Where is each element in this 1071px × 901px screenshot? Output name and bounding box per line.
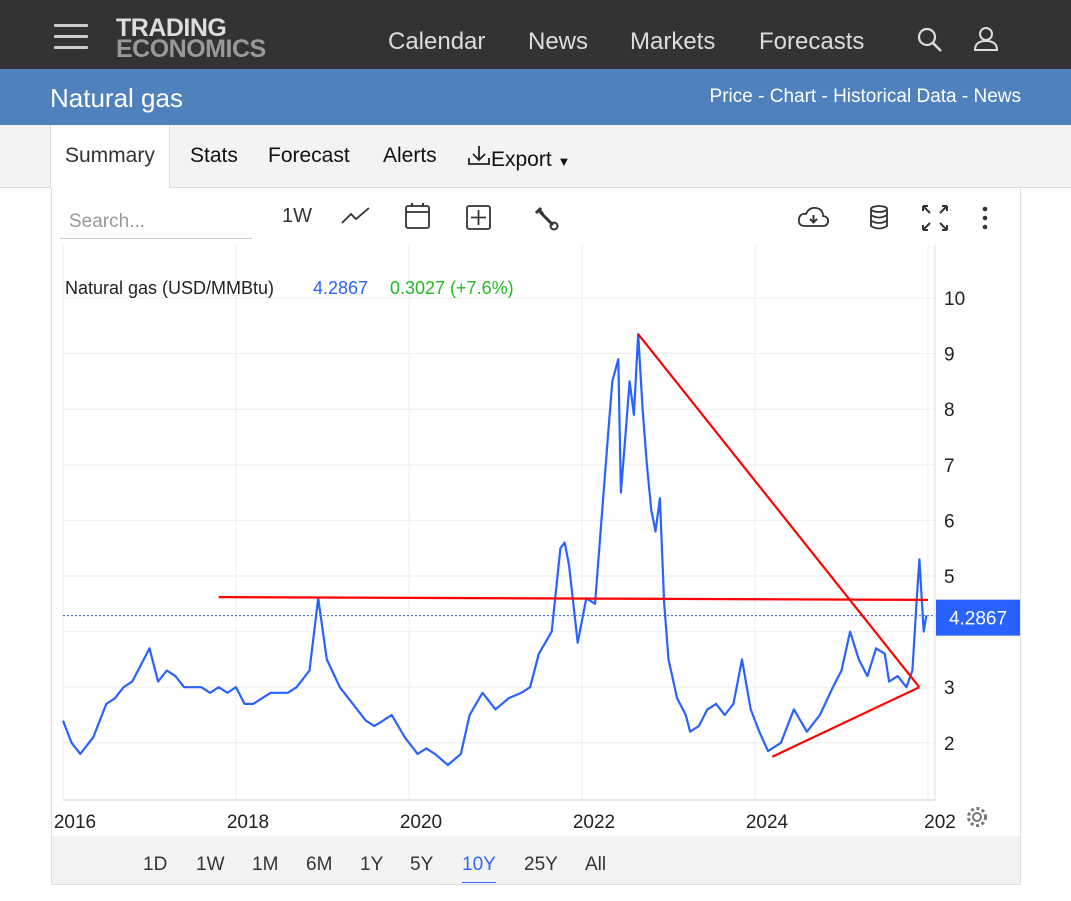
more-options-icon[interactable]	[978, 205, 992, 231]
range-6m[interactable]: 6M	[306, 854, 333, 875]
x-tick-label: 2022	[573, 812, 615, 833]
y-tick-label: 6	[944, 511, 955, 532]
range-1w[interactable]: 1W	[196, 854, 225, 875]
range-5y[interactable]: 5Y	[410, 854, 434, 875]
last-value-badge	[936, 599, 1020, 636]
legend-value: 4.2867	[313, 278, 368, 298]
x-tick-label: 2020	[400, 812, 442, 833]
y-tick-label: 2	[944, 734, 955, 755]
nav-forecasts[interactable]: Forecasts	[759, 28, 865, 55]
y-tick-label: 5	[944, 567, 955, 588]
trendline-annotation[interactable]	[218, 596, 929, 602]
fullscreen-icon[interactable]	[920, 203, 950, 233]
tab-alerts[interactable]: Alerts	[383, 144, 437, 167]
legend-name: Natural gas (USD/MMBtu)	[65, 278, 274, 298]
tab-forecast[interactable]: Forecast	[268, 144, 350, 167]
x-tick-label: 202	[924, 812, 956, 833]
wrench-icon[interactable]	[533, 205, 561, 233]
chart-panel	[51, 188, 1021, 885]
range-10y[interactable]: 10Y	[462, 854, 496, 883]
search-input[interactable]: Search...	[60, 205, 252, 239]
y-tick-label: 10	[944, 289, 965, 310]
x-tick-label: 2018	[227, 812, 269, 833]
y-tick-label: 7	[944, 456, 955, 477]
series-line-natural-gas	[61, 333, 928, 767]
database-icon[interactable]	[868, 204, 892, 232]
section-links[interactable]: Price - Chart - Historical Data - News	[709, 86, 1021, 107]
interval-selector[interactable]: 1W	[282, 205, 312, 227]
y-tick-label: 3	[944, 678, 955, 699]
x-tick-label: 2016	[54, 812, 96, 833]
trendline-annotation[interactable]	[771, 686, 920, 758]
logo[interactable]: TRADING ECONOMICS	[116, 14, 266, 63]
hamburger-menu-icon[interactable]	[54, 24, 88, 57]
tab-export[interactable]: Export ▼	[467, 144, 570, 172]
range-1d[interactable]: 1D	[143, 854, 168, 875]
settings-gear-icon[interactable]	[965, 805, 989, 829]
y-tick-label: 9	[944, 345, 955, 366]
range-1y[interactable]: 1Y	[360, 854, 384, 875]
range-25y[interactable]: 25Y	[524, 854, 558, 875]
nav-news[interactable]: News	[528, 28, 589, 55]
range-all[interactable]: All	[585, 854, 607, 875]
top-navbar: TRADING ECONOMICS Calendar News Markets F…	[0, 0, 1071, 69]
calendar-icon[interactable]	[404, 201, 432, 231]
x-tick-label: 2024	[746, 812, 789, 833]
title-bar: Natural gas Price - Chart - Historical D…	[0, 69, 1071, 125]
trendline-annotation[interactable]	[637, 333, 921, 688]
range-1m[interactable]: 1M	[252, 854, 279, 875]
search-icon[interactable]	[916, 26, 944, 54]
add-comparison-icon[interactable]	[465, 204, 493, 232]
caret-down-icon: ▼	[557, 154, 571, 169]
y-tick-label: 8	[944, 400, 955, 421]
tab-summary[interactable]: Summary	[50, 125, 170, 188]
user-icon[interactable]	[972, 25, 1000, 53]
nav-markets[interactable]: Markets	[630, 28, 716, 55]
tab-stats[interactable]: Stats	[190, 144, 238, 167]
cloud-download-icon[interactable]	[797, 204, 831, 230]
legend-change: 0.3027 (+7.6%)	[390, 278, 514, 298]
page-title: Natural gas	[50, 83, 183, 113]
line-chart-icon[interactable]	[340, 205, 372, 227]
last-value-label: 4.2867	[949, 609, 1007, 630]
range-bar	[52, 836, 1020, 884]
download-icon	[468, 146, 490, 165]
nav-calendar[interactable]: Calendar	[388, 28, 486, 55]
tab-bar: Summary Stats Forecast Alerts Export ▼	[0, 125, 1071, 188]
